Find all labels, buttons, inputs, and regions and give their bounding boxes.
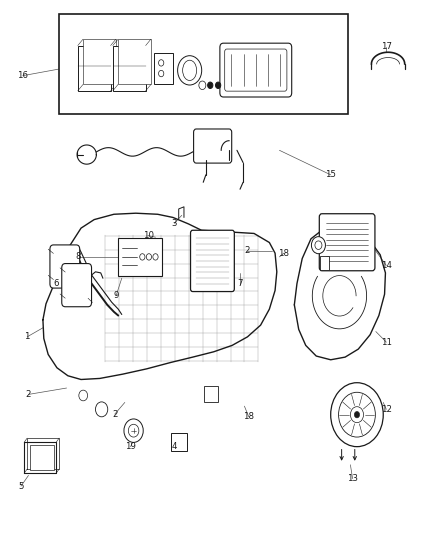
FancyBboxPatch shape: [191, 230, 234, 292]
Text: 17: 17: [381, 43, 392, 51]
Circle shape: [354, 411, 360, 418]
Circle shape: [339, 392, 375, 437]
Bar: [30, 445, 54, 470]
Circle shape: [128, 424, 139, 437]
Bar: [204, 386, 218, 402]
Text: 19: 19: [125, 442, 136, 451]
Circle shape: [331, 383, 383, 447]
Text: 11: 11: [381, 338, 392, 346]
Text: 6: 6: [53, 279, 59, 288]
Text: 4: 4: [172, 442, 177, 450]
Bar: [83, 39, 116, 84]
Bar: [78, 46, 110, 91]
Text: 13: 13: [347, 474, 358, 483]
Circle shape: [146, 254, 152, 260]
Circle shape: [208, 82, 213, 88]
Circle shape: [124, 419, 143, 442]
Ellipse shape: [178, 55, 201, 85]
Ellipse shape: [183, 60, 197, 80]
Text: 3: 3: [172, 219, 177, 228]
Bar: [118, 238, 162, 276]
Text: 15: 15: [325, 171, 336, 179]
Text: 8: 8: [75, 253, 81, 261]
Circle shape: [350, 407, 364, 423]
Bar: [171, 433, 187, 451]
Text: 5: 5: [18, 482, 24, 490]
Text: 14: 14: [381, 261, 392, 270]
Circle shape: [159, 60, 164, 66]
Bar: [59, 14, 348, 114]
Circle shape: [215, 82, 221, 88]
Text: 9: 9: [113, 292, 119, 300]
FancyBboxPatch shape: [225, 49, 287, 91]
Text: 12: 12: [381, 405, 392, 414]
Text: 18: 18: [278, 249, 290, 257]
Circle shape: [315, 241, 322, 249]
FancyBboxPatch shape: [220, 43, 292, 97]
Circle shape: [200, 82, 205, 88]
Bar: [154, 53, 173, 84]
Text: 7: 7: [237, 279, 243, 288]
FancyBboxPatch shape: [62, 264, 92, 307]
Text: 16: 16: [17, 71, 28, 80]
FancyBboxPatch shape: [194, 129, 232, 163]
Circle shape: [95, 402, 108, 417]
Text: 10: 10: [142, 231, 154, 240]
Circle shape: [311, 237, 325, 254]
Circle shape: [79, 390, 88, 401]
Text: 2: 2: [112, 410, 117, 418]
Text: 2: 2: [26, 390, 31, 399]
Circle shape: [140, 254, 145, 260]
FancyBboxPatch shape: [319, 214, 375, 271]
Bar: [113, 46, 145, 91]
Circle shape: [153, 254, 158, 260]
FancyBboxPatch shape: [50, 245, 80, 288]
Circle shape: [199, 81, 206, 90]
Bar: [320, 256, 329, 270]
Bar: [118, 39, 151, 84]
Text: 2: 2: [245, 246, 250, 255]
Text: 18: 18: [243, 413, 254, 421]
Text: 1: 1: [25, 333, 30, 341]
Circle shape: [159, 70, 164, 77]
